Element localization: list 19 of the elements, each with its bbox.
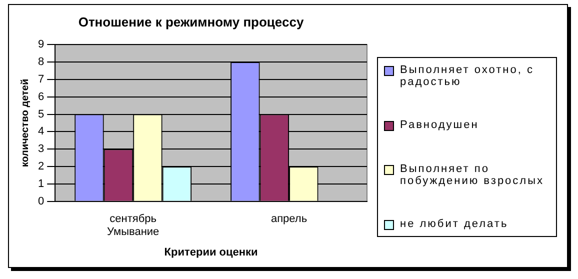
x-tick-label: сентябрь Умывание	[107, 213, 160, 238]
y-tick-label: 6	[38, 90, 44, 103]
y-tick-label: 8	[38, 56, 44, 68]
y-tick-label: 0	[38, 195, 44, 208]
legend-label: Равнодушен	[400, 119, 479, 132]
x-tick-label: апрель	[270, 213, 308, 226]
x-axis-title: Критерии оценки	[164, 246, 258, 258]
y-tick-label: 5	[38, 108, 44, 120]
legend-label: Выполняет по побуждению взрослых	[400, 162, 545, 187]
legend-label: Выполняет охотно, с радостью	[400, 64, 535, 88]
legend-label: не любит делать	[400, 218, 508, 230]
y-axis-title: количество детей	[20, 78, 31, 168]
y-tick-label: 1	[38, 178, 44, 190]
y-tick-label: 4	[38, 126, 44, 138]
y-tick-label: 3	[38, 143, 44, 156]
chart-title: Отношение к режимному процессу	[78, 14, 304, 30]
y-tick-label: 7	[38, 73, 44, 86]
y-tick-label: 9	[38, 38, 44, 51]
y-tick-label: 2	[38, 160, 44, 173]
